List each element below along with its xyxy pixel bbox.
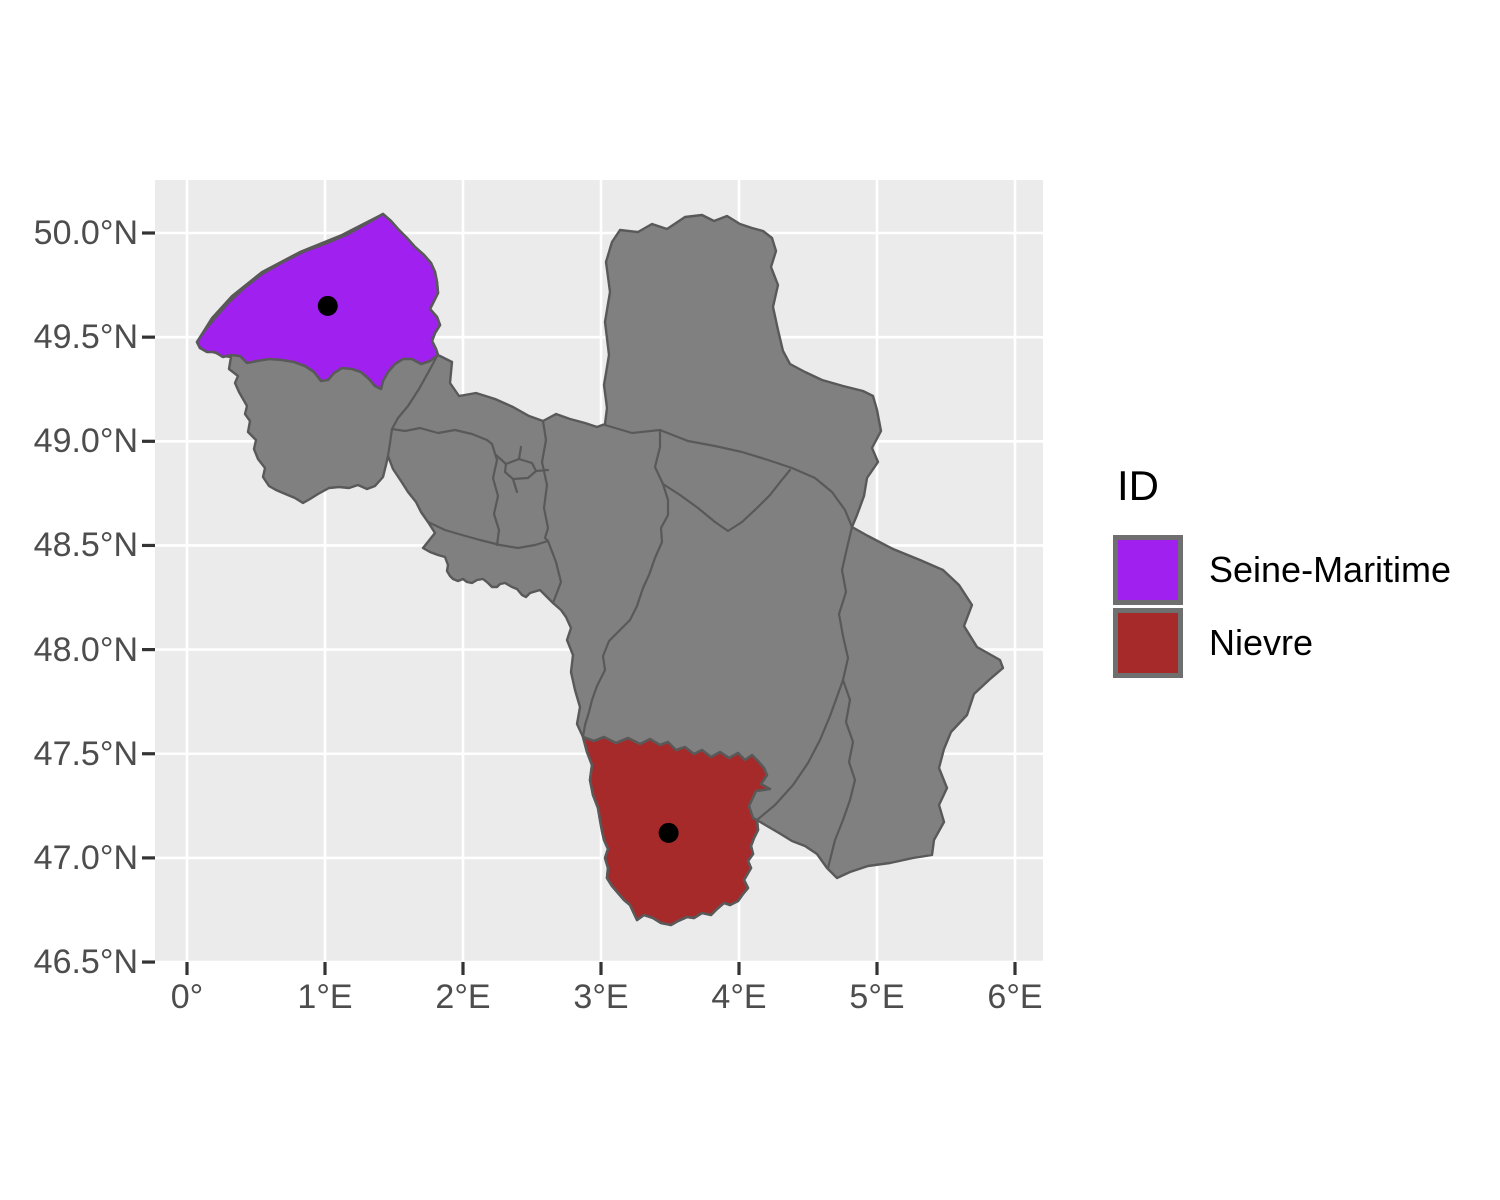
border-seineetmarne-yonne <box>581 428 670 739</box>
legend: ID Seine-Maritime Nievre <box>1113 462 1451 680</box>
x-tick-label: 5°E <box>849 978 905 1016</box>
border-idf-small-2 <box>517 445 523 461</box>
border-idf-small-4 <box>494 453 508 466</box>
border-loiret-north <box>426 520 550 550</box>
legend-item-nievre: Nievre <box>1113 607 1451 678</box>
border-eure-east <box>386 354 439 458</box>
border-idf-east <box>540 419 550 543</box>
legend-label-seine-maritime: Seine-Maritime <box>1209 548 1452 590</box>
y-tick-label: 48.5°N <box>33 526 138 565</box>
legend-label-nievre: Nievre <box>1209 621 1314 663</box>
border-idf-small-3 <box>511 477 519 494</box>
legend-key-nievre <box>1113 607 1183 678</box>
border-yonne-aube <box>661 468 792 533</box>
border-aube-cotedor <box>826 525 857 870</box>
x-tick-label: 1°E <box>297 978 353 1016</box>
y-tick-label: 49.5°N <box>33 318 138 357</box>
centroid-dot-nievre <box>658 822 679 843</box>
legend-item-seine-maritime: Seine-Maritime <box>1113 534 1451 605</box>
y-tick-label: 48.0°N <box>33 630 138 669</box>
x-tick-label: 0° <box>170 978 204 1016</box>
x-tick-label: 2°E <box>435 978 491 1016</box>
border-paris-ring <box>503 457 538 481</box>
legend-key-seine-maritime <box>1113 534 1183 605</box>
y-tick-label: 47.0°N <box>33 838 138 877</box>
border-loiret-yonne <box>546 539 563 605</box>
border-eureetloir-north <box>390 426 494 446</box>
centroid-dot-seine-maritime <box>317 295 338 316</box>
x-tick-label: 3°E <box>573 978 629 1016</box>
x-tick-label: 4°E <box>711 978 767 1016</box>
y-tick-label: 46.5°N <box>33 943 138 982</box>
y-tick-label: 50.0°N <box>33 214 138 252</box>
departments-layer <box>195 212 1005 927</box>
border-marne-south <box>603 423 854 529</box>
axis-ticks <box>142 231 1017 975</box>
border-yonne-cotedor <box>755 678 845 822</box>
border-idf-west <box>490 442 501 547</box>
y-tick-label: 47.5°N <box>33 734 138 773</box>
y-tick-label: 49.0°N <box>33 422 138 461</box>
region-seine-maritime <box>195 212 442 391</box>
legend-title: ID <box>1117 462 1159 509</box>
x-tick-label: 6°E <box>987 978 1043 1016</box>
border-idf-small-1 <box>534 468 550 473</box>
